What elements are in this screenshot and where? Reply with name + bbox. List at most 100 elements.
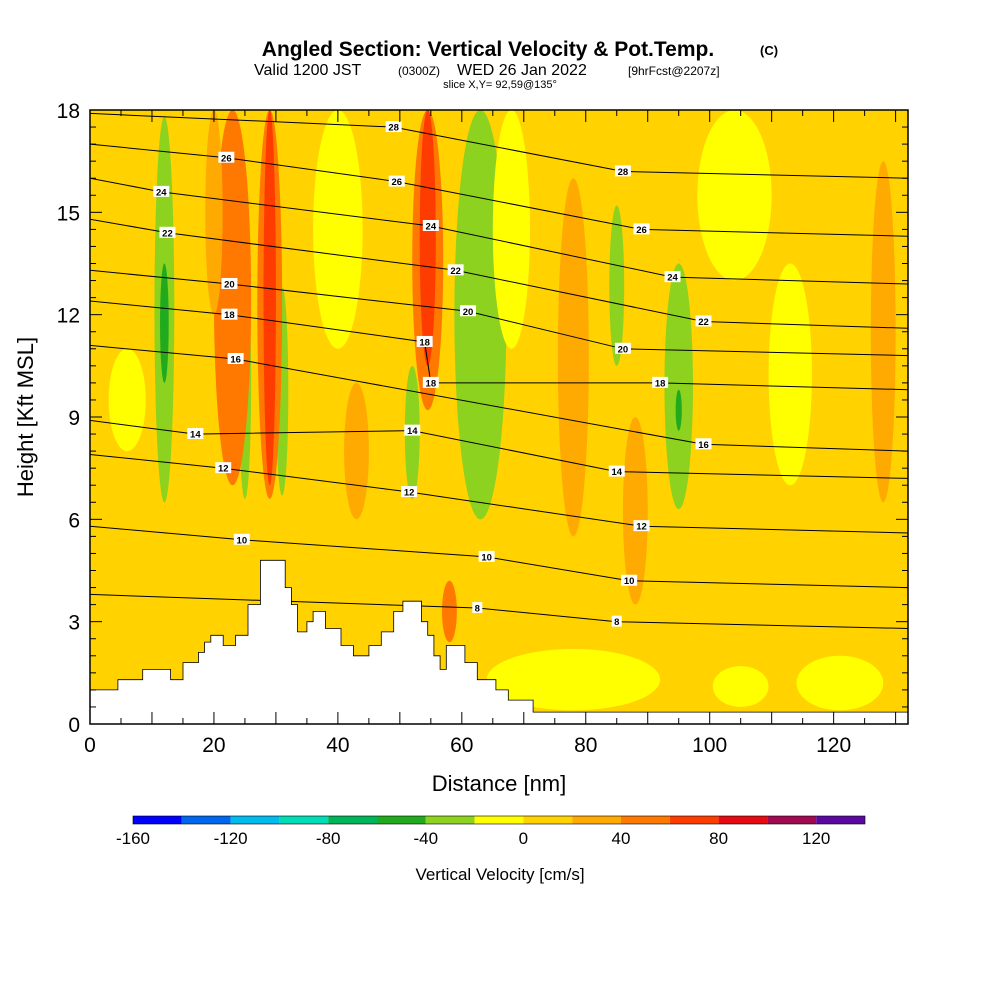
colorbar-label: -40 — [414, 829, 439, 848]
velocity-region — [870, 161, 896, 503]
velocity-region — [492, 110, 530, 349]
forecast-tag: [9hrFcst@2207z] — [628, 64, 720, 78]
y-tick-label: 18 — [57, 100, 80, 123]
valid-date: WED 26 Jan 2022 — [457, 62, 587, 79]
theta-label: 16 — [698, 440, 709, 451]
velocity-region — [419, 110, 436, 366]
y-tick-label: 6 — [68, 509, 80, 532]
velocity-region — [768, 263, 812, 486]
colorbar-swatch — [767, 816, 817, 824]
theta-label-box — [611, 615, 622, 627]
y-tick-label: 0 — [68, 714, 80, 737]
theta-label: 12 — [636, 522, 647, 533]
velocity-region — [313, 110, 363, 349]
colorbar-swatch — [328, 816, 377, 824]
x-tick-label: 60 — [450, 734, 473, 757]
colorbar-swatch — [425, 816, 475, 824]
theta-label: 10 — [237, 535, 248, 546]
theta-label: 14 — [190, 430, 201, 441]
theta-label: 24 — [667, 273, 678, 284]
theta-label-box — [695, 315, 712, 327]
theta-label: 28 — [618, 167, 629, 178]
velocity-region — [486, 648, 661, 711]
theta-label-box — [404, 424, 421, 436]
velocity-region — [675, 389, 682, 431]
theta-label-box — [153, 185, 170, 197]
theta-label-box — [401, 486, 418, 498]
velocity-region — [160, 263, 169, 383]
valid-time-utc: (0300Z) — [398, 64, 440, 78]
theta-label-box — [215, 462, 232, 474]
theta-label: 14 — [611, 467, 622, 478]
theta-label-box — [221, 277, 238, 289]
colorbar-label: -160 — [116, 829, 150, 848]
theta-label: 12 — [404, 488, 415, 499]
theta-label-box — [385, 121, 402, 133]
colorbar-label: -120 — [214, 829, 248, 848]
theta-label: 28 — [388, 123, 399, 134]
colorbar-swatch — [181, 816, 231, 824]
theta-label-box — [460, 305, 477, 317]
velocity-region — [664, 263, 693, 510]
theta-contour — [90, 344, 908, 452]
theta-label-box — [472, 602, 483, 614]
theta-label: 12 — [218, 464, 229, 475]
theta-label-box — [652, 376, 669, 388]
colorbar-swatch — [718, 816, 768, 824]
theta-label-box — [478, 550, 495, 562]
velocity-region — [205, 110, 223, 315]
theta-label-box — [608, 465, 625, 477]
x-tick-label: 20 — [202, 734, 225, 757]
theta-label: 20 — [618, 344, 629, 355]
theta-label-box — [159, 226, 176, 238]
chart-title: Angled Section: Vertical Velocity & Pot.… — [262, 38, 714, 61]
terrain-mask — [90, 559, 908, 724]
colorbar-swatch — [572, 816, 621, 824]
velocity-region — [344, 382, 369, 520]
x-tick-label: 120 — [816, 734, 851, 757]
theta-label: 24 — [156, 187, 167, 198]
colorbar-swatch — [621, 816, 670, 824]
velocity-region — [697, 110, 772, 281]
theta-label-box — [233, 533, 250, 545]
theta-contour — [90, 112, 908, 179]
velocity-region — [796, 655, 884, 711]
velocity-region — [609, 205, 625, 366]
theta-label-box — [614, 165, 631, 177]
theta-label: 20 — [224, 279, 235, 290]
y-axis-label: Height [Kft MSL] — [13, 337, 38, 497]
theta-contour — [90, 300, 908, 391]
x-tick-label: 0 — [84, 734, 96, 757]
theta-label-box — [633, 223, 650, 235]
theta-label: 14 — [407, 426, 418, 437]
theta-label-box — [633, 520, 650, 532]
colorbar-label: 40 — [612, 829, 631, 848]
velocity-region — [622, 417, 648, 605]
colorbar-frame — [132, 815, 866, 825]
colorbar: -160 -120 -80 -40 0 40 80 120 — [116, 815, 866, 848]
colorbar-swatch — [279, 816, 329, 824]
velocity-region — [108, 348, 146, 452]
colorbar-swatch — [377, 816, 426, 824]
theta-label-box — [221, 308, 238, 320]
theta-label-box — [614, 342, 631, 354]
velocity-region — [712, 666, 769, 707]
colorbar-swatch — [230, 816, 280, 824]
colorbar-label: -80 — [316, 829, 341, 848]
colorbar-swatch — [474, 816, 524, 824]
theta-label-box — [422, 376, 439, 388]
x-tick-label: 80 — [574, 734, 597, 757]
valid-time-prefix: Valid 1200 JST — [254, 62, 362, 79]
theta-label: 8 — [475, 604, 480, 615]
velocity-region — [441, 580, 457, 643]
x-tick-label: 100 — [692, 734, 727, 757]
x-tick-label: 40 — [326, 734, 349, 757]
theta-label-box — [218, 151, 235, 163]
plot-area — [90, 110, 908, 724]
theta-label: 22 — [450, 266, 461, 277]
y-tick-label: 9 — [68, 407, 80, 430]
theta-label-box — [388, 175, 405, 187]
colorbar-swatch — [133, 816, 182, 824]
theta-label: 18 — [419, 337, 430, 348]
